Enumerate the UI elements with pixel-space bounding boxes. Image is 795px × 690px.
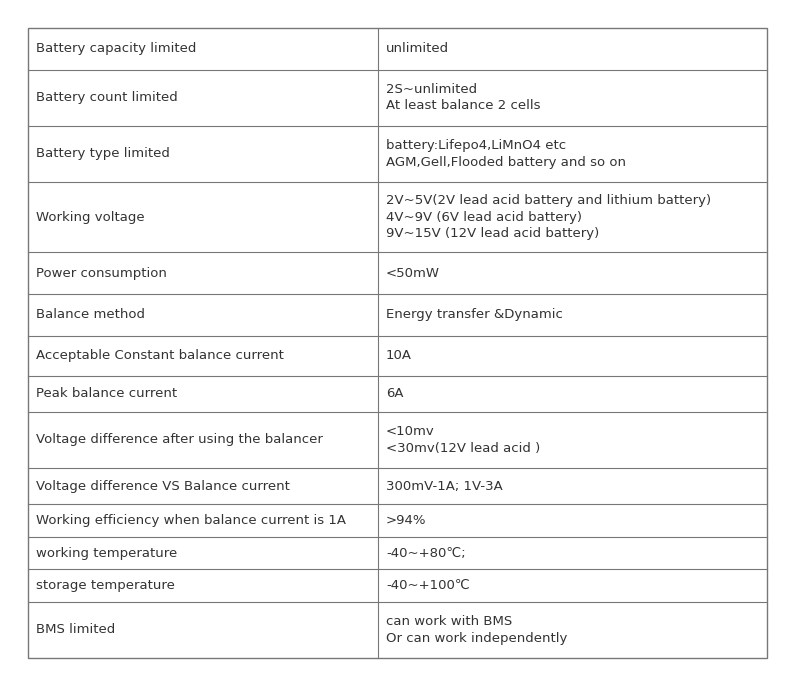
- Text: BMS limited: BMS limited: [36, 624, 115, 636]
- Text: Power consumption: Power consumption: [36, 267, 167, 280]
- Text: Battery type limited: Battery type limited: [36, 148, 170, 160]
- Text: <50mW: <50mW: [386, 267, 440, 280]
- Text: 2S~unlimited
At least balance 2 cells: 2S~unlimited At least balance 2 cells: [386, 83, 541, 112]
- Text: 10A: 10A: [386, 349, 412, 362]
- Text: Voltage difference after using the balancer: Voltage difference after using the balan…: [36, 433, 323, 446]
- Text: Energy transfer &Dynamic: Energy transfer &Dynamic: [386, 308, 563, 322]
- Text: -40~+80℃;: -40~+80℃;: [386, 546, 466, 560]
- Text: Working efficiency when balance current is 1A: Working efficiency when balance current …: [36, 514, 346, 527]
- Text: working temperature: working temperature: [36, 546, 177, 560]
- Text: Battery count limited: Battery count limited: [36, 91, 178, 104]
- Text: Balance method: Balance method: [36, 308, 145, 322]
- Text: can work with BMS
Or can work independently: can work with BMS Or can work independen…: [386, 615, 568, 644]
- Text: Working voltage: Working voltage: [36, 210, 145, 224]
- Text: >94%: >94%: [386, 514, 426, 527]
- Text: -40~+100℃: -40~+100℃: [386, 579, 470, 592]
- Text: Voltage difference VS Balance current: Voltage difference VS Balance current: [36, 480, 290, 493]
- Text: unlimited: unlimited: [386, 42, 449, 55]
- Text: Battery capacity limited: Battery capacity limited: [36, 42, 196, 55]
- Text: storage temperature: storage temperature: [36, 579, 175, 592]
- Text: battery:Lifepo4,LiMnO4 etc
AGM,Gell,Flooded battery and so on: battery:Lifepo4,LiMnO4 etc AGM,Gell,Floo…: [386, 139, 626, 168]
- Text: Acceptable Constant balance current: Acceptable Constant balance current: [36, 349, 284, 362]
- Text: Peak balance current: Peak balance current: [36, 387, 177, 400]
- Text: 6A: 6A: [386, 387, 404, 400]
- Text: 300mV-1A; 1V-3A: 300mV-1A; 1V-3A: [386, 480, 502, 493]
- Text: <10mv
<30mv(12V lead acid ): <10mv <30mv(12V lead acid ): [386, 425, 541, 455]
- Text: 2V~5V(2V lead acid battery and lithium battery)
4V~9V (6V lead acid battery)
9V~: 2V~5V(2V lead acid battery and lithium b…: [386, 194, 711, 240]
